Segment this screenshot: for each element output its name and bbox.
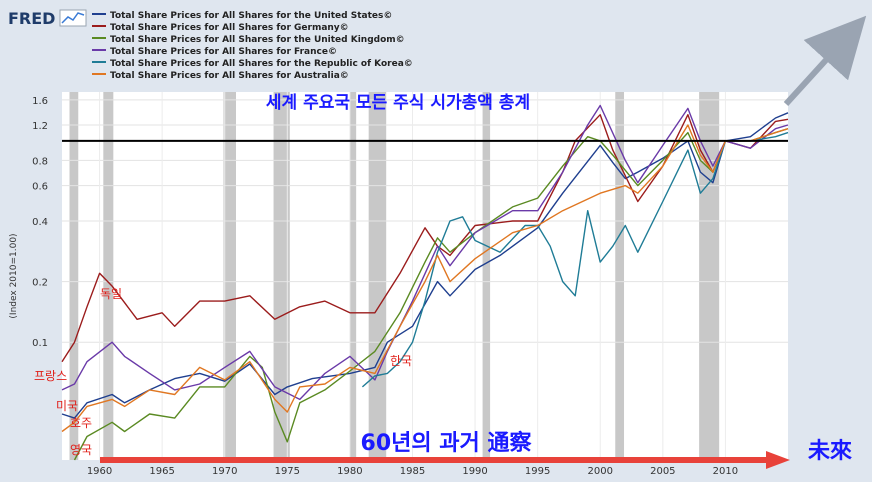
future-label: 未來 [808,438,852,464]
y-tick-labels: 1.6 1.2 0.8 0.6 0.4 0.2 0.1 [32,96,48,349]
arrow-right-icon [766,451,790,469]
series-line-3 [61,104,789,401]
y-tick-label: 0.1 [32,338,48,349]
series-line-0 [61,112,789,419]
label-france: 프랑스 [34,369,67,383]
fred-logo: FRED [8,9,55,28]
label-korea: 한국 [390,354,412,368]
label-germany: 독일 [100,287,122,301]
x-tick-label: 2000 [588,466,613,477]
legend-label: Total Share Prices for All Shares for th… [110,11,392,21]
legend-label: Total Share Prices for All Shares for Au… [110,71,349,81]
x-tick-label: 1960 [87,466,112,477]
plot-area [62,92,788,460]
legend-item-uk: Total Share Prices for All Shares for th… [92,35,405,45]
series-lines [61,104,789,461]
y-tick-label: 0.8 [32,156,48,167]
overlay-title: 세계 주요국 모든 주식 시가총액 총계 [266,93,530,113]
legend-label: Total Share Prices for All Shares for Fr… [110,47,337,57]
bottom-caption: 60년의 과거 通察 [361,430,533,456]
y-tick-label: 0.4 [32,217,48,228]
label-australia: 호주 [70,416,92,430]
gridlines [62,92,788,460]
recession-band [103,92,114,460]
label-usa: 미국 [56,399,78,413]
recession-band [223,92,236,460]
legend-item-germany: Total Share Prices for All Shares for Ge… [92,23,349,33]
x-tick-label: 2005 [650,466,675,477]
recession-band [273,92,290,460]
series-line-2 [73,128,789,461]
recession-band [349,92,357,460]
legend-item-korea: Total Share Prices for All Shares for th… [92,59,413,69]
x-tick-label: 1990 [462,466,487,477]
x-tick-label: 1980 [337,466,362,477]
chart-icon [59,9,87,27]
y-tick-label: 1.6 [32,96,48,107]
x-tick-label: 2010 [713,466,738,477]
legend-label: Total Share Prices for All Shares for th… [110,59,413,69]
y-tick-label: 0.6 [32,182,48,193]
x-tick-labels: 1960 1965 1970 1975 1980 1985 1990 1995 2000 2005… [87,466,738,477]
up-arrow-icon [783,15,867,107]
legend-item-australia: Total Share Prices for All Shares for Au… [92,71,349,81]
label-uk: 영국 [70,443,92,457]
series-line-5 [61,124,789,433]
x-tick-label: 1985 [400,466,425,477]
y-tick-label: 1.2 [32,121,48,132]
y-axis-label: (Index 2010=1.00) [9,233,19,318]
recession-band [699,92,720,460]
x-tick-label: 1965 [149,466,174,477]
recession-band [482,92,491,460]
recession-band [69,92,79,460]
legend-label: Total Share Prices for All Shares for th… [110,35,405,45]
series-line-1 [61,113,789,363]
legend: Total Share Prices for All Shares for th… [92,11,413,81]
series-line-4 [361,131,789,388]
x-tick-label: 1975 [275,466,300,477]
x-tick-label: 1970 [212,466,237,477]
recession-band [368,92,387,460]
legend-label: Total Share Prices for All Shares for Ge… [110,23,349,33]
y-tick-label: 0.2 [32,278,48,289]
x-tick-label: 1995 [525,466,550,477]
recession-band [615,92,625,460]
legend-item-us: Total Share Prices for All Shares for th… [92,11,392,21]
legend-item-france: Total Share Prices for All Shares for Fr… [92,47,337,57]
